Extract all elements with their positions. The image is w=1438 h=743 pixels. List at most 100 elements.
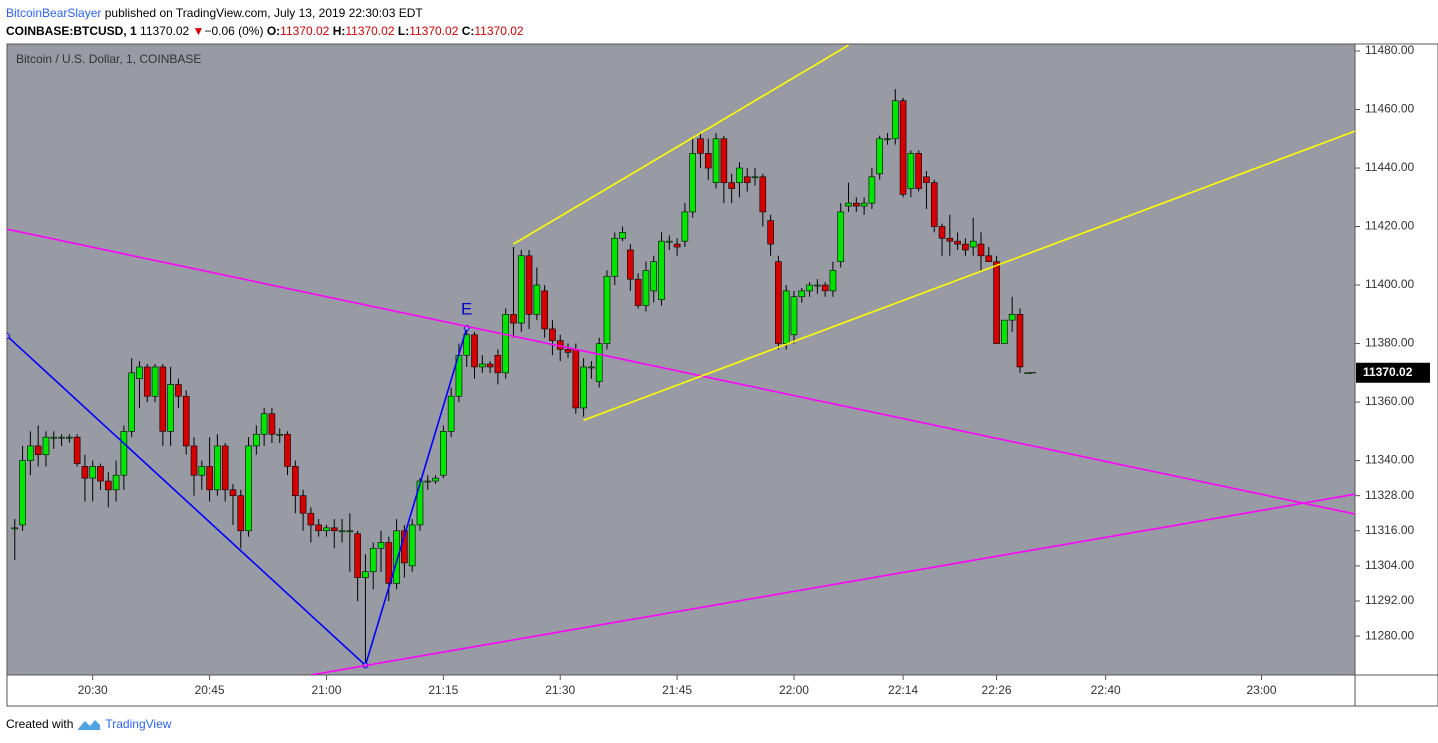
- candle-body: [494, 354, 502, 374]
- candle-body: [393, 530, 400, 584]
- candle-body: [884, 138, 891, 141]
- x-tick-label: 21:30: [545, 683, 575, 697]
- value: 11370.02: [474, 24, 524, 38]
- candle-body: [845, 202, 852, 207]
- candle-body: [806, 284, 813, 292]
- candle-body: [619, 232, 626, 239]
- y-tick-label: 11360.00: [1365, 394, 1414, 408]
- candle-body: [853, 202, 860, 207]
- legend-title: Bitcoin / U.S. Dollar, 1, COINBASE: [16, 52, 201, 66]
- last-price-label: 11370.02: [1363, 365, 1413, 379]
- candle-body: [136, 366, 143, 379]
- candle-body: [541, 290, 548, 330]
- candle-body: [868, 176, 876, 204]
- x-tick-label: 21:15: [428, 683, 458, 697]
- x-tick-label: 22:26: [982, 683, 1012, 697]
- logo: [78, 720, 101, 730]
- candle-body: [502, 314, 509, 374]
- candle-body: [549, 328, 556, 341]
- candle-body: [221, 445, 229, 491]
- published: published on TradingView.com, July 13, 2…: [104, 6, 423, 20]
- candle-body: [323, 527, 330, 532]
- candle-body: [650, 261, 658, 292]
- author[interactable]: BitcoinBearSlayer: [6, 6, 102, 20]
- candle-body: [860, 202, 868, 207]
- candle-body: [634, 278, 642, 306]
- candle-body: [736, 167, 743, 183]
- y-tick-label: 11420.00: [1365, 219, 1414, 233]
- candle-body: [369, 548, 377, 573]
- chart: Bitcoin / U.S. Dollar, 1, COINBASE 11280…: [6, 43, 1438, 707]
- candle-body: [346, 530, 354, 533]
- candle-body: [697, 138, 704, 154]
- value: 11370.02: [280, 24, 330, 38]
- candle-body: [245, 445, 252, 532]
- candle-body: [821, 284, 829, 292]
- candle-body: [424, 480, 432, 483]
- trend-line: [7, 228, 1355, 515]
- trend-line: [583, 130, 1355, 421]
- candle-body: [190, 445, 198, 476]
- candle-body: [775, 261, 782, 344]
- candle-body: [930, 182, 938, 227]
- candle-body: [689, 153, 696, 213]
- candle-body: [292, 466, 299, 496]
- candle-body: [829, 270, 837, 292]
- y-tick-label: 11316.00: [1365, 523, 1414, 537]
- y-tick-label: 11280.00: [1365, 628, 1414, 642]
- candle-body: [1001, 319, 1008, 344]
- candle-body: [229, 489, 237, 496]
- candle-body: [946, 237, 954, 242]
- candle-body: [720, 138, 728, 183]
- candle-body: [268, 413, 276, 435]
- candle-body: [969, 240, 977, 248]
- candle-body: [837, 211, 845, 262]
- value: 11370.02: [345, 24, 395, 38]
- candle-body: [463, 334, 471, 356]
- candle-body: [104, 480, 112, 491]
- candle-body: [338, 530, 346, 533]
- candle-body: [377, 542, 385, 549]
- candle-body: [658, 240, 665, 300]
- header-line: COINBASE:BTCUSD, 1 11370.02 ▼−0.06 (0%) …: [6, 22, 524, 40]
- value: 11370.02: [409, 24, 459, 38]
- candle-body: [34, 445, 42, 456]
- candle-body: [206, 466, 213, 491]
- x-tick-label: 20:45: [195, 683, 225, 697]
- candle-body: [790, 296, 798, 336]
- candle-body: [899, 100, 907, 195]
- candle-body: [73, 436, 81, 464]
- candle-body: [767, 220, 774, 245]
- label: C:: [461, 24, 475, 38]
- candle-body: [260, 413, 268, 435]
- footer: Created with TradingView: [6, 717, 171, 731]
- candle-body: [915, 153, 922, 189]
- candle-body: [977, 243, 985, 257]
- candle-body: [907, 153, 915, 189]
- candle-body: [330, 527, 338, 532]
- candle-body: [985, 255, 993, 262]
- candle-body: [525, 255, 533, 315]
- candle-body: [58, 436, 65, 439]
- candle-body: [642, 270, 650, 306]
- candle-body: [891, 100, 899, 140]
- candle-body: [81, 466, 89, 479]
- candle-body: [299, 495, 307, 514]
- candle-body: [759, 176, 767, 213]
- brand[interactable]: TradingView: [105, 717, 172, 731]
- candle-body: [128, 372, 135, 432]
- x-tick-label: 22:00: [779, 683, 809, 697]
- candle-body: [151, 366, 159, 397]
- candle-body: [198, 466, 206, 476]
- candle-body: [962, 243, 969, 251]
- candle-body: [42, 436, 50, 456]
- candle-body: [751, 176, 759, 179]
- candle-body: [479, 363, 486, 368]
- candle-body: [1008, 314, 1016, 321]
- candle-body: [993, 261, 1000, 344]
- candle-body: [923, 176, 930, 183]
- candle-body: [307, 512, 315, 526]
- candle-body: [704, 153, 712, 169]
- candle-body: [938, 226, 946, 239]
- candle-body: [471, 334, 478, 368]
